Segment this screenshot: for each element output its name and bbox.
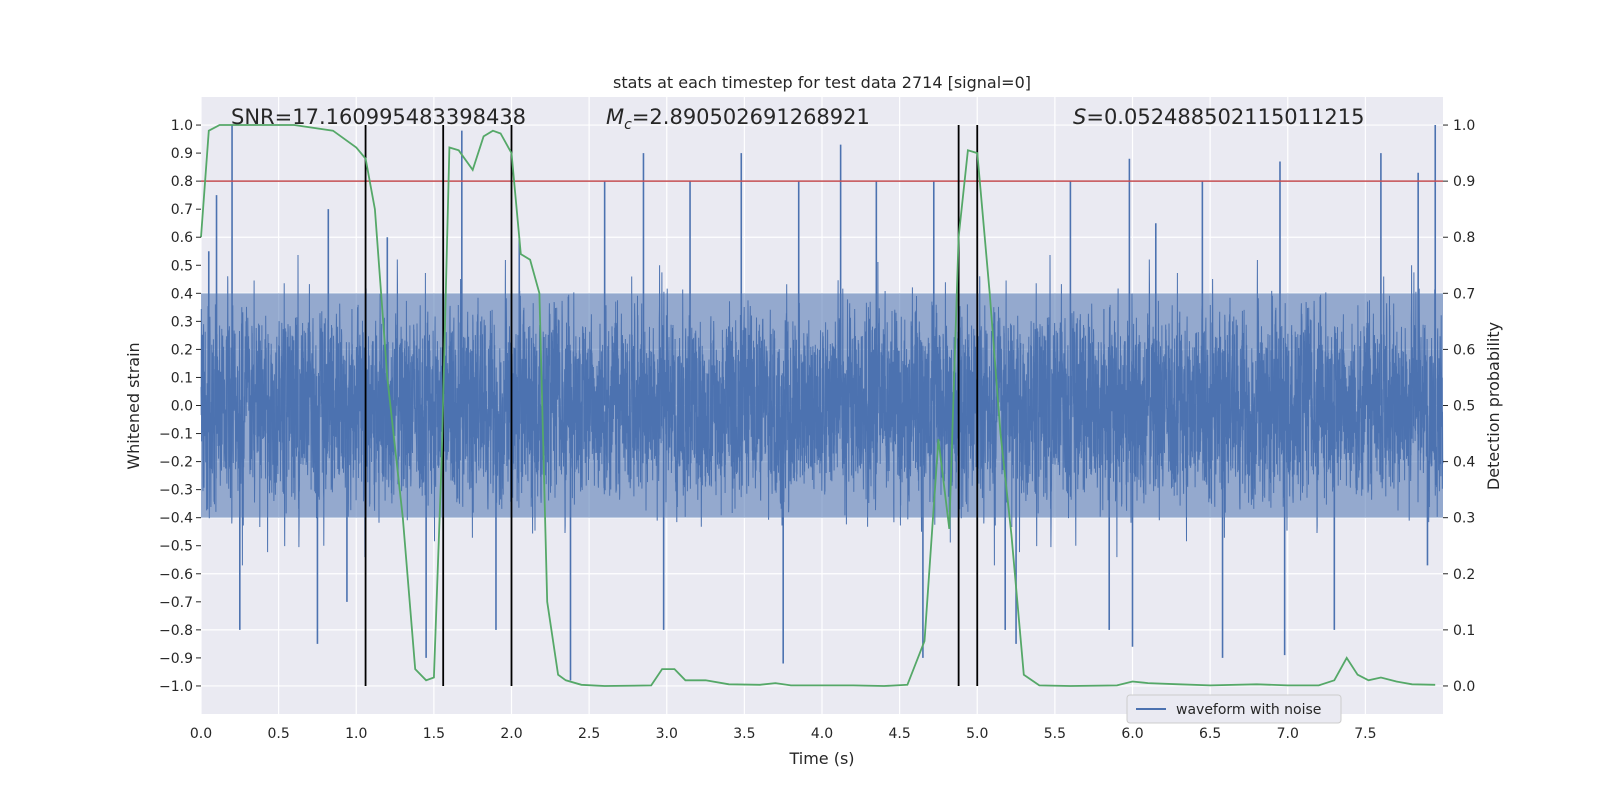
x-tick-label: 4.5	[888, 726, 910, 742]
x-tick-label: 3.0	[656, 726, 678, 742]
y-left-axis-ticks: 1.0 0.9 0.8 0.7 0.6 0.5 0.4 0.3 0.2 0.1 0.0 −0.1 −0.…	[159, 118, 201, 695]
x-tick-label: 2.5	[578, 726, 600, 742]
y-left-tick-label: 0.9	[171, 146, 193, 162]
y-left-tick-label: 0.0	[171, 399, 193, 415]
x-tick-label: 3.5	[733, 726, 755, 742]
chirp-mass-value: =2.890502691268921	[632, 105, 870, 129]
x-tick-label: 1.0	[345, 726, 367, 742]
y-left-tick-label: 0.4	[171, 286, 193, 302]
s-annotation: S=0.052488502115011215	[1073, 105, 1364, 129]
y-left-tick-label: −0.4	[159, 511, 193, 527]
y-left-tick-label: −0.2	[159, 455, 193, 471]
x-tick-label: 6.5	[1199, 726, 1221, 742]
y-right-tick-label: 0.3	[1453, 511, 1475, 527]
x-tick-label: 7.5	[1354, 726, 1376, 742]
detection-probability-line	[200, 124, 1436, 687]
s-symbol: S	[1073, 105, 1086, 129]
x-tick-label: 2.0	[500, 726, 522, 742]
y-left-tick-label: −0.6	[159, 567, 193, 583]
y-left-tick-label: 1.0	[171, 118, 193, 134]
y-right-tick-label: 0.6	[1453, 342, 1475, 358]
chirp-mass-symbol: M	[606, 105, 624, 129]
x-tick-label: 5.5	[1044, 726, 1066, 742]
y-left-tick-label: 0.7	[171, 202, 193, 218]
x-axis-ticks: 0.0 0.5 1.0 1.5 2.0 2.5 3.0 3.5 4.0 4.5 5.0 5.5 6.0 6…	[190, 726, 1377, 742]
snr-annotation: SNR=17.160995483398438	[231, 105, 526, 129]
y-right-tick-label: 0.2	[1453, 567, 1475, 583]
y-right-tick-label: 0.4	[1453, 455, 1475, 471]
y-right-tick-label: 1.0	[1453, 118, 1475, 134]
x-tick-label: 7.0	[1277, 726, 1299, 742]
legend: waveform with noise	[1126, 694, 1342, 724]
y-right-tick-label: 0.1	[1453, 623, 1475, 639]
y-right-tick-label: 0.7	[1453, 286, 1475, 302]
y-left-tick-label: −0.8	[159, 623, 193, 639]
x-tick-label: 6.0	[1121, 726, 1143, 742]
y-left-tick-label: 0.2	[171, 342, 193, 358]
x-tick-label: 5.0	[966, 726, 988, 742]
s-value: =0.052488502115011215	[1086, 105, 1364, 129]
y-right-tick-label: 0.5	[1453, 399, 1475, 415]
x-tick-label: 4.0	[811, 726, 833, 742]
chart-title: stats at each timestep for test data 271…	[613, 73, 1031, 92]
y-left-tick-label: −0.7	[159, 595, 193, 611]
legend-label-waveform: waveform with noise	[1176, 702, 1321, 718]
legend-box	[1126, 694, 1342, 724]
chirp-mass-subscript: c	[624, 117, 632, 133]
waveform-series	[200, 125, 1444, 681]
y-left-tick-label: 0.8	[171, 174, 193, 190]
x-tick-label: 0.0	[190, 726, 212, 742]
y-right-tick-label: 0.8	[1453, 230, 1475, 246]
y-left-tick-label: −0.3	[159, 483, 193, 499]
y-right-tick-label: 0.0	[1453, 679, 1475, 695]
x-axis-label: Time (s)	[788, 749, 854, 768]
y-right-tick-label: 0.9	[1453, 174, 1475, 190]
y-left-tick-label: 0.6	[171, 230, 193, 246]
y-left-axis-label: Whitened strain	[124, 342, 143, 469]
y-left-tick-label: 0.5	[171, 258, 193, 274]
y-left-tick-label: −0.9	[159, 651, 193, 667]
x-tick-label: 1.5	[423, 726, 445, 742]
y-left-tick-label: 0.1	[171, 370, 193, 386]
x-tick-label: 0.5	[267, 726, 289, 742]
y-right-axis-label: Detection probability	[1484, 322, 1503, 490]
y-left-tick-label: 0.3	[171, 314, 193, 330]
chirp-mass-annotation: Mc=2.890502691268921	[606, 105, 870, 133]
y-left-tick-label: −0.1	[159, 427, 193, 443]
waveform-core-band	[201, 293, 1443, 518]
y-left-tick-label: −1.0	[159, 679, 193, 695]
y-left-tick-label: −0.5	[159, 539, 193, 555]
y-right-axis-ticks: 1.0 0.9 0.8 0.7 0.6 0.5 0.4 0.3 0.2 0.1 0.0	[1443, 118, 1475, 695]
